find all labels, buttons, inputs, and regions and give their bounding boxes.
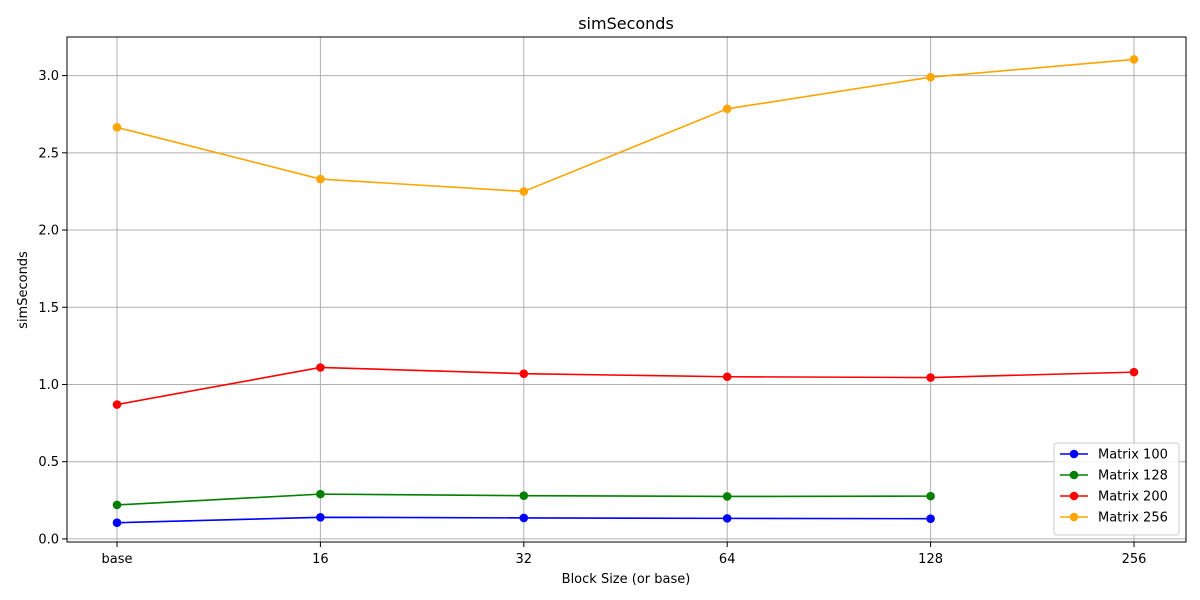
- x-axis-ticks: base 16 32 64 128 256: [102, 542, 1147, 567]
- data-point: [926, 514, 935, 523]
- legend-label: Matrix 128: [1098, 469, 1168, 484]
- chart-title: simSeconds: [578, 14, 674, 33]
- series-layer: [112, 55, 1139, 527]
- x-tick-label: base: [102, 552, 133, 567]
- data-point: [722, 514, 732, 523]
- x-axis-title: Block Size (or base): [562, 572, 691, 587]
- x-tick-label: 32: [516, 552, 533, 567]
- y-axis-ticks: 0.0 0.5 1.0 1.5 2.0 2.5 3.0: [38, 69, 67, 547]
- legend-item: Matrix 256: [1060, 511, 1168, 526]
- legend-item: Matrix 200: [1060, 490, 1168, 505]
- data-point: [926, 491, 935, 501]
- data-point: [519, 369, 529, 378]
- legend-marker: [1069, 491, 1079, 501]
- data-point: [112, 518, 122, 527]
- x-tick-label: 128: [918, 552, 943, 567]
- data-point: [519, 491, 529, 500]
- data-point: [722, 492, 732, 501]
- series-line: [116, 58, 1135, 193]
- plot-frame: [66, 36, 1187, 543]
- legend-item: Matrix 128: [1060, 469, 1168, 484]
- data-point: [722, 104, 732, 114]
- legend-item: Matrix 100: [1060, 448, 1168, 463]
- x-tick-label: 16: [312, 552, 329, 567]
- series-line: [116, 366, 1135, 406]
- legend-marker: [1069, 449, 1079, 459]
- legend-label: Matrix 256: [1098, 511, 1168, 526]
- grid: [67, 37, 1186, 542]
- data-point: [519, 187, 529, 196]
- legend-marker: [1069, 470, 1079, 480]
- legend-label: Matrix 100: [1098, 448, 1168, 463]
- data-point: [722, 372, 732, 382]
- data-point: [926, 72, 935, 82]
- legend: Matrix 100 Matrix 128 Matrix 200 Matrix 256: [1053, 442, 1180, 536]
- legend-box: [1053, 442, 1180, 536]
- data-point: [926, 373, 935, 382]
- data-point: [112, 500, 122, 510]
- series-matrix-128: [112, 489, 935, 510]
- y-axis-title: simSeconds: [16, 251, 31, 329]
- data-point: [112, 123, 122, 132]
- y-tick-label: 2.5: [38, 146, 59, 161]
- y-tick-label: 0.0: [38, 532, 59, 547]
- data-point: [316, 174, 325, 184]
- data-point: [316, 363, 325, 372]
- data-point: [316, 489, 325, 499]
- data-point: [1129, 367, 1139, 377]
- series-matrix-256: [112, 55, 1139, 196]
- data-point: [112, 400, 122, 409]
- data-point: [316, 512, 325, 522]
- data-point: [1129, 55, 1139, 64]
- x-tick-label: 64: [719, 552, 736, 567]
- legend-marker: [1069, 512, 1079, 522]
- series-matrix-200: [112, 363, 1139, 409]
- y-tick-label: 0.5: [38, 455, 59, 470]
- y-tick-label: 1.5: [38, 301, 59, 316]
- series-matrix-100: [112, 512, 935, 527]
- x-tick-label: 256: [1122, 552, 1147, 567]
- legend-label: Matrix 200: [1098, 490, 1168, 505]
- y-tick-label: 1.0: [38, 378, 59, 393]
- y-tick-label: 3.0: [38, 69, 59, 84]
- y-tick-label: 2.0: [38, 224, 59, 239]
- data-point: [519, 513, 529, 523]
